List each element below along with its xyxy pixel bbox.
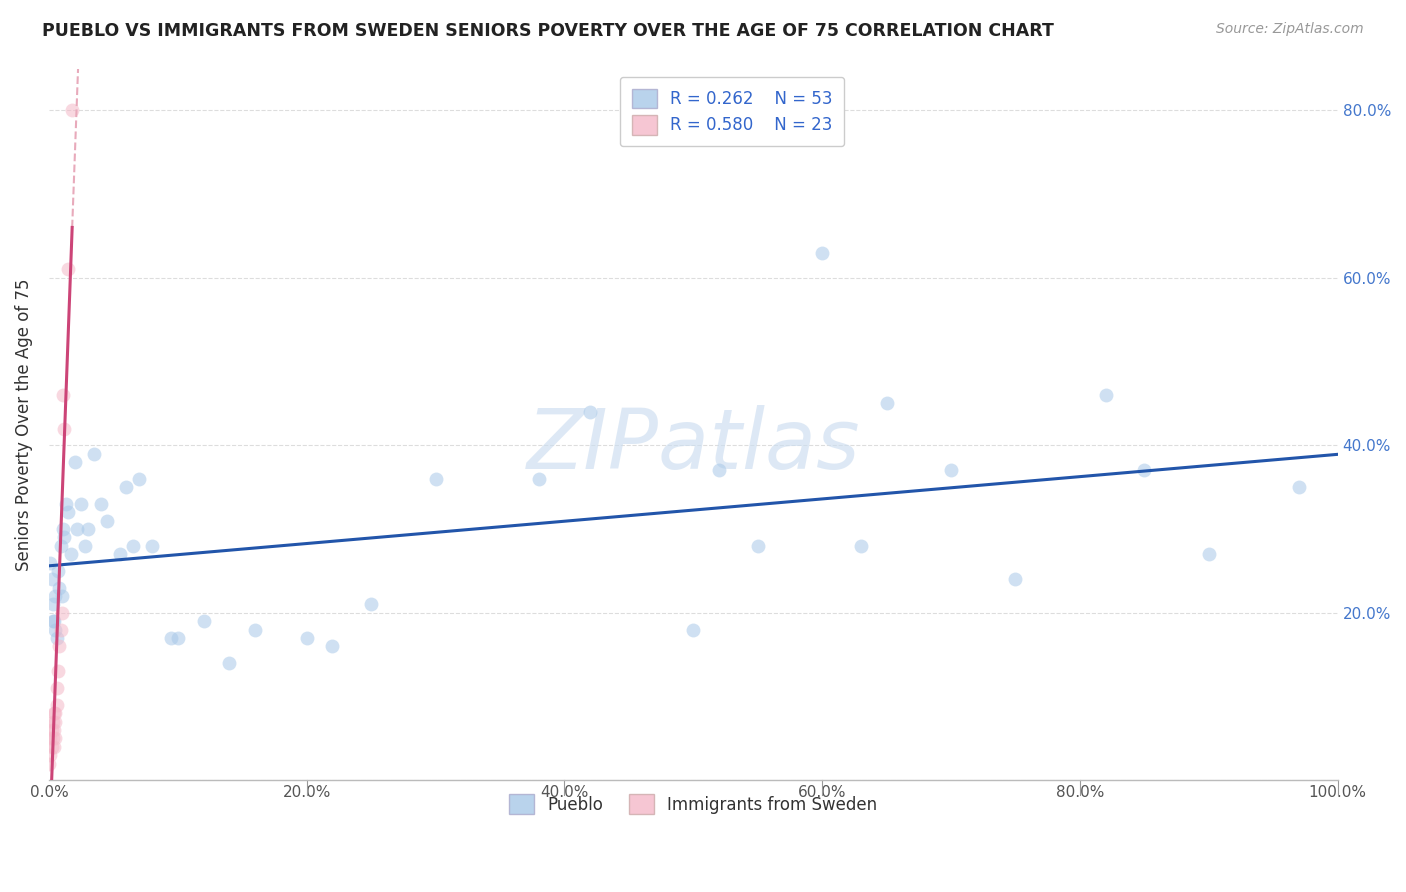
- Text: Source: ZipAtlas.com: Source: ZipAtlas.com: [1216, 22, 1364, 37]
- Point: [58, 262, 80, 277]
- Point: [48, 640, 70, 654]
- Point: [42, 706, 65, 721]
- Point: [527, 472, 550, 486]
- Point: [49, 623, 72, 637]
- Point: [63, 455, 86, 469]
- Point: [89, 497, 111, 511]
- Point: [52, 522, 75, 536]
- Point: [849, 539, 872, 553]
- Point: [38, 756, 60, 771]
- Point: [96, 514, 118, 528]
- Point: [41, 572, 63, 586]
- Point: [59, 547, 82, 561]
- Point: [45, 681, 67, 696]
- Point: [42, 739, 65, 754]
- Point: [44, 731, 66, 746]
- Point: [682, 623, 704, 637]
- Point: [53, 421, 76, 435]
- Point: [45, 631, 67, 645]
- Point: [83, 447, 105, 461]
- Point: [51, 589, 73, 603]
- Point: [46, 665, 69, 679]
- Point: [39, 748, 62, 763]
- Point: [360, 598, 382, 612]
- Point: [811, 245, 834, 260]
- Point: [42, 614, 65, 628]
- Point: [42, 723, 65, 737]
- Point: [42, 731, 65, 746]
- Point: [747, 539, 769, 553]
- Point: [218, 656, 240, 670]
- Point: [73, 539, 96, 553]
- Point: [1198, 547, 1220, 561]
- Legend: Pueblo, Immigrants from Sweden: Pueblo, Immigrants from Sweden: [498, 783, 889, 825]
- Point: [121, 539, 143, 553]
- Point: [51, 606, 73, 620]
- Point: [141, 539, 163, 553]
- Point: [295, 631, 318, 645]
- Text: PUEBLO VS IMMIGRANTS FROM SWEDEN SENIORS POVERTY OVER THE AGE OF 75 CORRELATION : PUEBLO VS IMMIGRANTS FROM SWEDEN SENIORS…: [42, 22, 1054, 40]
- Point: [193, 614, 215, 628]
- Y-axis label: Seniors Poverty Over the Age of 75: Seniors Poverty Over the Age of 75: [15, 278, 32, 571]
- Point: [44, 623, 66, 637]
- Point: [42, 614, 65, 628]
- Point: [1004, 572, 1026, 586]
- Point: [70, 497, 93, 511]
- Point: [41, 739, 63, 754]
- Point: [108, 547, 131, 561]
- Text: ZIPatlas: ZIPatlas: [526, 405, 860, 486]
- Point: [1288, 480, 1310, 494]
- Point: [76, 522, 98, 536]
- Point: [48, 581, 70, 595]
- Point: [1133, 463, 1156, 477]
- Point: [44, 589, 66, 603]
- Point: [39, 731, 62, 746]
- Point: [128, 472, 150, 486]
- Point: [60, 103, 83, 118]
- Point: [166, 631, 188, 645]
- Point: [707, 463, 730, 477]
- Point: [876, 396, 898, 410]
- Point: [55, 497, 77, 511]
- Point: [1094, 388, 1116, 402]
- Point: [52, 388, 75, 402]
- Point: [46, 564, 69, 578]
- Point: [41, 723, 63, 737]
- Point: [66, 522, 89, 536]
- Point: [42, 598, 65, 612]
- Point: [39, 556, 62, 570]
- Point: [321, 640, 343, 654]
- Point: [44, 706, 66, 721]
- Point: [939, 463, 962, 477]
- Point: [45, 698, 67, 712]
- Point: [49, 539, 72, 553]
- Point: [42, 714, 65, 729]
- Point: [243, 623, 266, 637]
- Point: [53, 531, 76, 545]
- Point: [44, 714, 66, 729]
- Point: [115, 480, 138, 494]
- Point: [160, 631, 183, 645]
- Point: [579, 405, 602, 419]
- Point: [425, 472, 447, 486]
- Point: [58, 505, 80, 519]
